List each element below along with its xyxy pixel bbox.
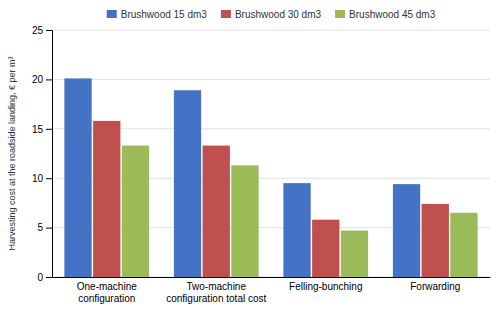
bar <box>203 146 230 277</box>
x-axis-line <box>53 277 491 278</box>
y-tick: 15 <box>32 124 52 135</box>
x-tick-label-line: configuration <box>78 293 135 304</box>
bar <box>450 213 477 277</box>
y-tick-mark <box>46 228 52 229</box>
y-tick: 0 <box>37 272 52 283</box>
bar <box>64 78 91 277</box>
y-tick-mark <box>46 129 52 130</box>
y-tick: 10 <box>32 173 52 184</box>
y-axis: 0 5 10 15 20 25 <box>32 25 53 283</box>
x-tick-label-line: One-machine <box>77 281 137 292</box>
bar <box>393 184 420 277</box>
y-tick-label: 20 <box>32 74 44 85</box>
bar <box>422 204 449 277</box>
legend-swatch <box>221 10 231 18</box>
legend-item: Brushwood 30 dm3 <box>221 9 322 20</box>
bar <box>283 183 310 277</box>
y-tick-label: 10 <box>32 173 44 184</box>
y-axis-line <box>46 31 53 278</box>
grid <box>52 30 490 277</box>
legend-label: Brushwood 15 dm3 <box>121 9 208 20</box>
bars <box>64 78 477 277</box>
bar-series <box>93 121 449 277</box>
x-tick-label: One-machineconfiguration <box>77 281 137 304</box>
legend-label: Brushwood 30 dm3 <box>235 9 322 20</box>
y-tick-mark <box>46 30 52 31</box>
y-tick-label: 25 <box>32 25 44 36</box>
legend-item: Brushwood 45 dm3 <box>335 9 436 20</box>
legend-swatch <box>107 10 117 18</box>
bar <box>174 90 201 277</box>
bar-series <box>64 78 420 277</box>
x-tick: One-machineconfiguration <box>77 277 137 304</box>
y-tick-label: 15 <box>32 124 44 135</box>
x-tick: Two-machineconfiguration total cost <box>166 277 266 304</box>
x-tick: Felling-bunching <box>289 277 362 292</box>
x-tick: Forwarding <box>410 277 460 292</box>
bar <box>231 165 258 277</box>
legend-label: Brushwood 45 dm3 <box>349 9 436 20</box>
y-axis-title: Harvesting cost at the roadside landing,… <box>7 56 17 250</box>
y-tick-label: 0 <box>37 272 43 283</box>
y-tick: 20 <box>32 74 52 85</box>
legend-swatch <box>335 10 345 18</box>
legend-item: Brushwood 15 dm3 <box>107 9 208 20</box>
bar <box>93 121 120 277</box>
y-tick: 5 <box>37 222 52 233</box>
bar <box>341 231 368 277</box>
plot: 0 5 10 15 20 25 One-machineconfiguration Two-ma… <box>32 25 491 304</box>
x-tick-label-line: Felling-bunching <box>289 281 362 292</box>
grid-line <box>52 30 490 31</box>
x-tick-label: Felling-bunching <box>289 281 362 292</box>
bar <box>312 220 339 277</box>
bar-series <box>122 146 478 277</box>
y-tick-mark <box>46 178 52 179</box>
chart: 0 5 10 15 20 25 One-machineconfiguration Two-ma… <box>0 0 500 319</box>
x-axis: One-machineconfigurationTwo-machineconfi… <box>53 277 491 304</box>
x-tick-label: Two-machineconfiguration total cost <box>166 281 266 304</box>
y-tick-label: 5 <box>37 222 43 233</box>
y-tick-mark <box>46 79 52 80</box>
x-tick-label: Forwarding <box>410 281 460 292</box>
grid-line <box>52 79 490 80</box>
legend: Brushwood 15 dm3 Brushwood 30 dm3 Brushwoo… <box>107 9 436 20</box>
x-tick-label-line: Two-machine <box>187 281 247 292</box>
y-tick: 25 <box>32 25 52 36</box>
y-tick-mark <box>46 277 52 278</box>
x-tick-label-line: configuration total cost <box>166 293 266 304</box>
bar <box>122 146 149 277</box>
x-tick-label-line: Forwarding <box>410 281 460 292</box>
